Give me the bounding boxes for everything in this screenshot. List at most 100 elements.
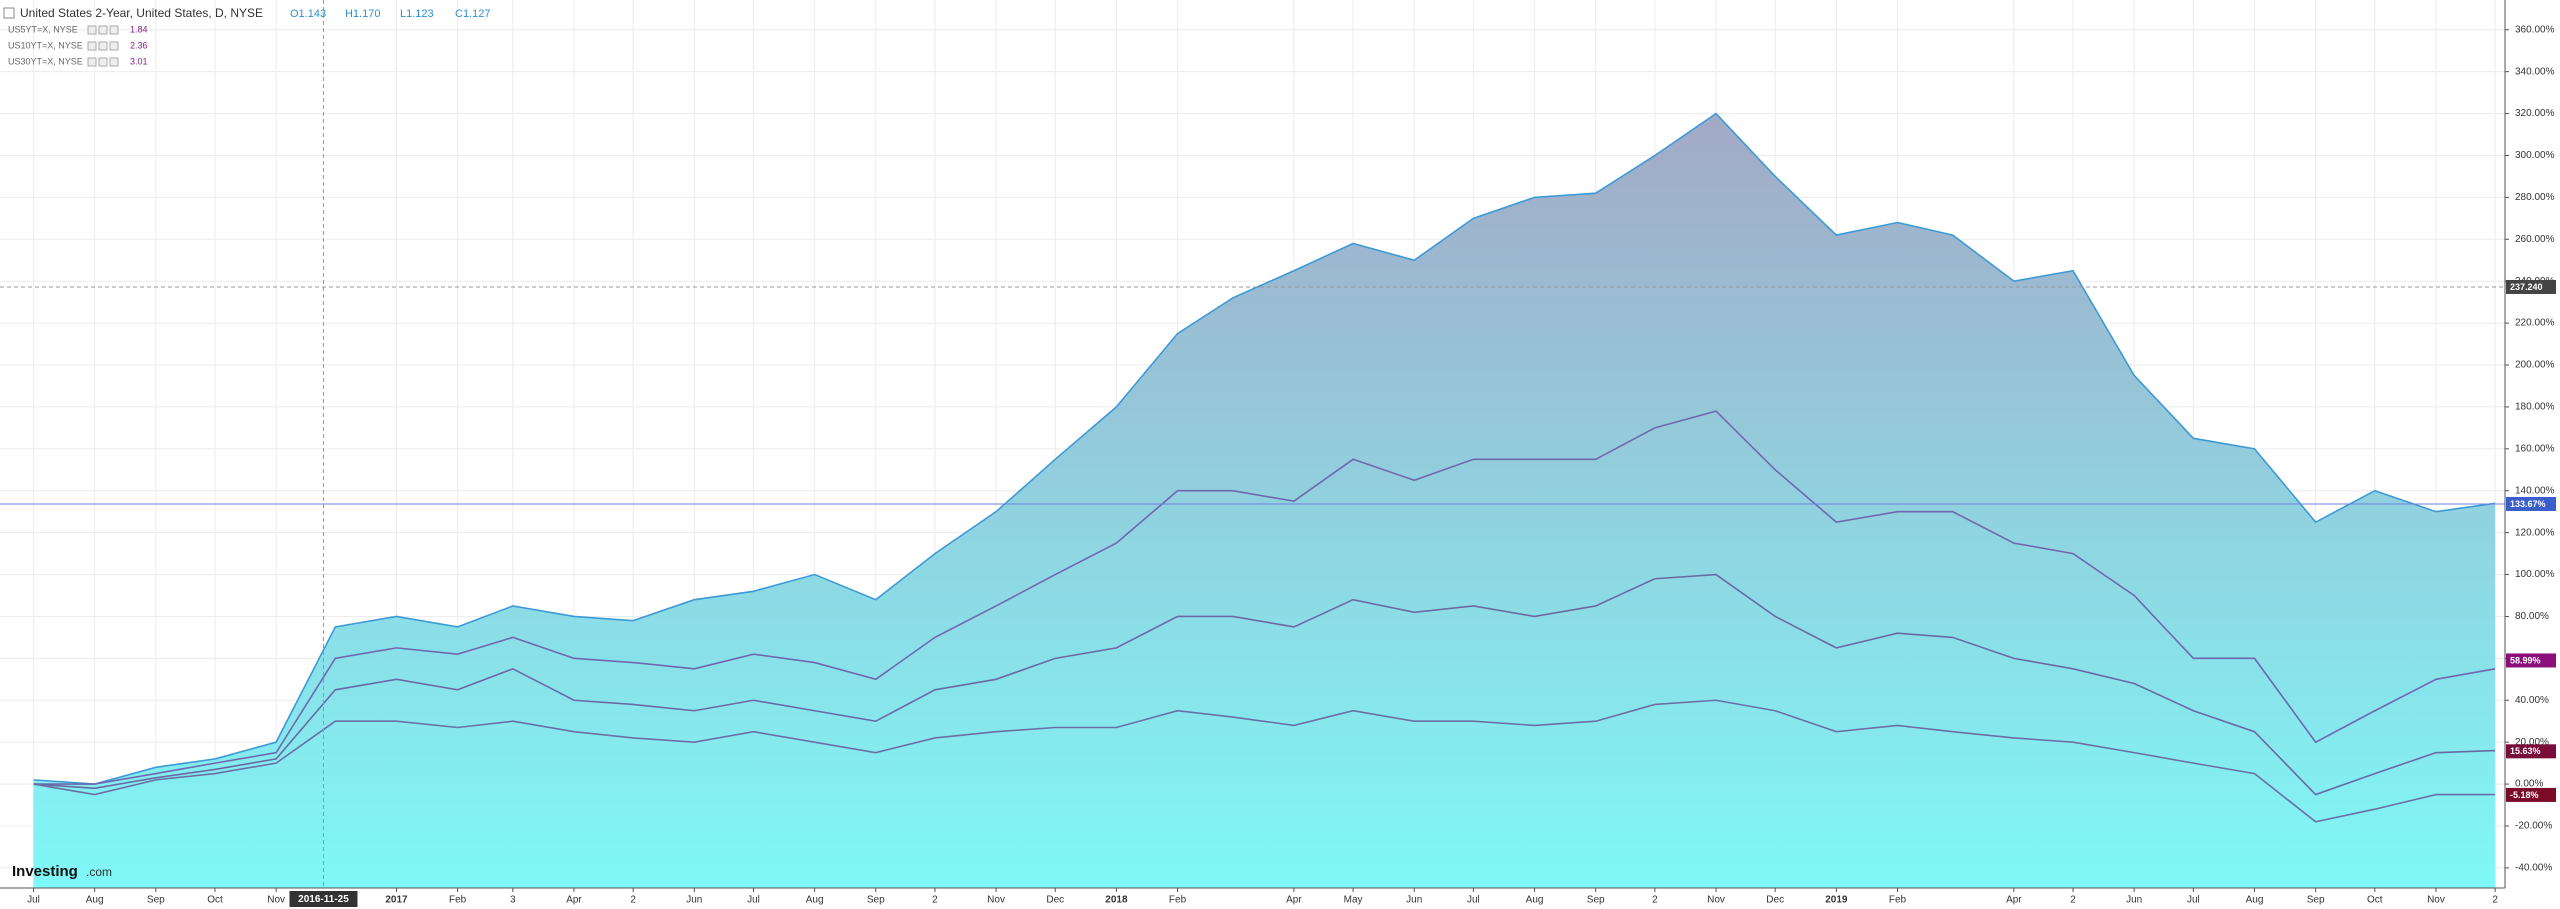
logo: Investing .com	[12, 863, 112, 880]
line	[33, 573, 2496, 796]
legend-button[interactable]	[109, 57, 119, 67]
last-value-label: 58.99%	[2510, 655, 2541, 665]
last-value-label: -5.18%	[2510, 790, 2539, 800]
y-tick-label: 340.00%	[2515, 66, 2555, 77]
y-tick-label: -20.00%	[2515, 821, 2552, 832]
x-tick-label: Dec	[1766, 895, 1784, 906]
line	[33, 699, 2496, 823]
x-tick-label: Oct	[2367, 895, 2383, 906]
y-tick-label: 160.00%	[2515, 443, 2555, 454]
ohlc-open: O1.143	[290, 8, 326, 20]
x-tick-label: Apr	[2006, 895, 2022, 906]
crosshair-x-tag	[289, 891, 358, 907]
x-tick-label: Jun	[1406, 895, 1422, 906]
crosshair-y-label: 237.240	[2510, 282, 2543, 292]
legend-title: United States 2-Year, United States, D, …	[20, 6, 263, 20]
last-value-tag	[2506, 787, 2556, 802]
legend-button[interactable]	[87, 41, 97, 51]
legend-entry: US5YT=X, NYSE	[8, 24, 78, 34]
y-tick-label: 320.00%	[2515, 108, 2555, 119]
logo-suffix: .com	[86, 865, 112, 879]
y-tick-label: 100.00%	[2515, 569, 2555, 580]
x-tick-label: Feb	[1169, 895, 1187, 906]
legend-button[interactable]	[109, 41, 119, 51]
x-axis-panel	[0, 888, 2560, 909]
y-tick-label: 20.00%	[2515, 737, 2549, 748]
x-tick-label: Dec	[1046, 895, 1064, 906]
ohlc-close: C1.127	[455, 8, 490, 20]
last-value-tag	[2506, 496, 2556, 511]
x-tick-label: Jul	[1467, 895, 1480, 906]
x-tick-label: 2	[630, 895, 636, 906]
legend-value: 1.84	[130, 24, 148, 34]
y-tick-label: 280.00%	[2515, 192, 2555, 203]
ohlc-high: H1.170	[345, 8, 380, 20]
x-tick-label: Aug	[806, 895, 824, 906]
x-tick-label: 2	[1652, 895, 1658, 906]
x-tick-label: Nov	[267, 895, 285, 906]
area-line	[33, 112, 2496, 785]
legend-button[interactable]	[98, 25, 108, 35]
y-tick-label: 140.00%	[2515, 485, 2555, 496]
x-tick-label: Jul	[2187, 895, 2200, 906]
y-tick-label: -40.00%	[2515, 863, 2552, 874]
collapse-icon[interactable]	[3, 7, 15, 19]
x-tick-label: Sep	[147, 895, 165, 906]
x-tick-label: Aug	[86, 895, 104, 906]
x-tick-label: 2017	[385, 895, 408, 906]
last-value-label: 133.67%	[2510, 499, 2546, 509]
legend-button[interactable]	[87, 25, 97, 35]
x-tick-label: 2	[2492, 895, 2498, 906]
x-tick-label: Sep	[867, 895, 885, 906]
legend-button[interactable]	[109, 25, 119, 35]
legend-button[interactable]	[87, 57, 97, 67]
legend-entry: US10YT=X, NYSE	[8, 40, 83, 50]
x-tick-label: Feb	[449, 895, 467, 906]
logo-brand: Investing	[12, 863, 78, 880]
legend-value: 2.36	[130, 40, 148, 50]
y-tick-label: 180.00%	[2515, 402, 2555, 413]
last-value-tag	[2506, 653, 2556, 668]
y-tick-label: 80.00%	[2515, 611, 2549, 622]
legend-button[interactable]	[98, 41, 108, 51]
area	[33, 113, 2496, 889]
x-tick-label: 2	[932, 895, 938, 906]
x-tick-label: Jul	[27, 895, 40, 906]
x-tick-label: Apr	[1286, 895, 1302, 906]
y-tick-label: 40.00%	[2515, 695, 2549, 706]
ohlc-low: L1.123	[400, 8, 434, 20]
x-tick-label: 3	[510, 895, 516, 906]
x-tick-label: Jun	[2126, 895, 2142, 906]
x-tick-label: Oct	[207, 895, 223, 906]
x-tick-label: Aug	[2246, 895, 2264, 906]
x-tick-label: Nov	[2427, 895, 2445, 906]
legend-entry: US30YT=X, NYSE	[8, 56, 83, 66]
y-tick-label: 360.00%	[2515, 24, 2555, 35]
legend-button[interactable]	[98, 57, 108, 67]
y-tick-label: 220.00%	[2515, 318, 2555, 329]
x-tick-label: 2019	[1825, 895, 1848, 906]
x-tick-label: Jun	[686, 895, 702, 906]
crosshair-x-label: 2016-11-25	[298, 894, 349, 905]
x-tick-label: Apr	[566, 895, 582, 906]
x-tick-label: Feb	[1889, 895, 1907, 906]
crosshair-y-tag	[2506, 279, 2556, 294]
y-tick-label: 0.00%	[2515, 779, 2543, 790]
x-tick-label: Sep	[2307, 895, 2325, 906]
legend-value: 3.01	[130, 56, 148, 66]
last-value-tag	[2506, 744, 2556, 759]
x-tick-label: May	[1344, 895, 1363, 906]
x-tick-label: Nov	[987, 895, 1005, 906]
x-tick-label: Nov	[1707, 895, 1725, 906]
x-tick-label: Jul	[747, 895, 760, 906]
y-tick-label: 200.00%	[2515, 360, 2555, 371]
line	[33, 410, 2496, 785]
y-axis-panel	[2505, 0, 2560, 909]
y-tick-label: 260.00%	[2515, 234, 2555, 245]
last-value-label: 15.63%	[2510, 746, 2541, 756]
x-tick-label: 2018	[1105, 895, 1128, 906]
x-tick-label: Aug	[1526, 895, 1544, 906]
y-tick-label: 120.00%	[2515, 527, 2555, 538]
y-tick-label: 300.00%	[2515, 150, 2555, 161]
